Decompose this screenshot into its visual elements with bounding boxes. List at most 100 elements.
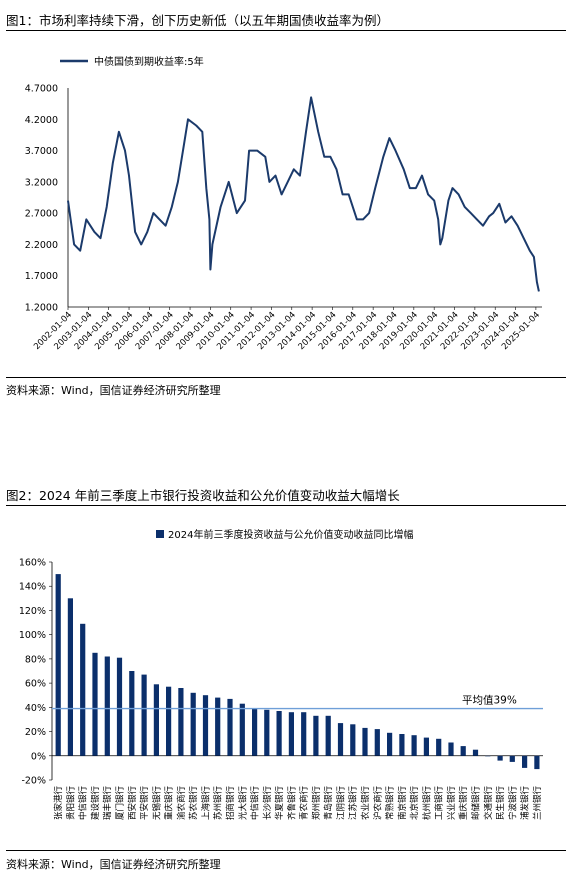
average-label: 平均值39% xyxy=(462,694,517,707)
bar-34 xyxy=(460,746,466,756)
bar-17 xyxy=(252,708,258,756)
category-label: 常熟银行 xyxy=(385,786,396,821)
category-label: 青农商行 xyxy=(299,786,310,821)
y-tick-label: 3.7000 xyxy=(25,146,58,157)
category-label: 重庆银行 xyxy=(164,786,175,821)
bar-8 xyxy=(141,674,147,756)
category-label: 光大银行 xyxy=(237,786,248,821)
bar-5 xyxy=(104,656,110,756)
bar-20 xyxy=(288,712,294,756)
figure2-title: 图2：2024 年前三季度上市银行投资收益和公允价值变动收益大幅增长 xyxy=(6,488,400,503)
figure2-source: 资料来源：Wind，国信证券经济研究所整理 xyxy=(6,858,221,871)
category-label: 郑州银行 xyxy=(311,786,322,821)
category-label: 苏州银行 xyxy=(213,786,224,821)
y-tick-label: 60% xyxy=(25,679,46,690)
category-label: 苏农银行 xyxy=(188,786,199,821)
bar-26 xyxy=(362,727,368,756)
bar-24 xyxy=(337,723,344,756)
y-tick-label: 120% xyxy=(19,606,46,617)
category-label: 兰州银行 xyxy=(532,786,543,821)
bar-7 xyxy=(129,671,135,756)
category-label: 民生银行 xyxy=(495,786,506,821)
category-label: 中信银行 xyxy=(250,786,261,821)
category-label: 北京银行 xyxy=(409,786,420,821)
bar-12 xyxy=(190,692,196,756)
category-label: 齐鲁银行 xyxy=(286,786,297,821)
category-label: 农业银行 xyxy=(360,786,371,821)
bar-21 xyxy=(301,712,307,756)
category-label: 兴业银行 xyxy=(446,786,457,821)
bar-19 xyxy=(276,711,282,756)
y-tick-label: 20% xyxy=(25,727,46,738)
figure1-title: 图1：市场利率持续下滑，创下历史新低（以五年期国债收益率为例） xyxy=(6,13,389,28)
category-label: 沪农商行 xyxy=(372,786,383,821)
bar-4 xyxy=(92,652,98,756)
bar-6 xyxy=(116,657,123,756)
y-tick-label: 2.2000 xyxy=(25,240,58,251)
bar-16 xyxy=(239,703,245,756)
bar-35 xyxy=(472,749,479,756)
legend-label: 2024年前三季度投资收益与公允价值变动收益同比增幅 xyxy=(168,528,413,541)
bar-13 xyxy=(202,695,209,756)
category-label: 江阴银行 xyxy=(335,786,346,821)
series-line-5y-yield xyxy=(67,96,540,292)
category-label: 杭州银行 xyxy=(421,786,432,821)
y-tick-label: 2.7000 xyxy=(25,209,58,220)
bar-33 xyxy=(448,742,454,756)
y-tick-label: -20% xyxy=(21,776,46,787)
category-label: 浦发银行 xyxy=(520,786,531,821)
category-label: 上海银行 xyxy=(200,786,211,821)
category-label: 渝农商行 xyxy=(176,786,187,821)
category-label: 华夏银行 xyxy=(274,786,285,821)
category-label: 工商银行 xyxy=(434,786,445,821)
y-tick-label: 160% xyxy=(19,558,46,569)
category-label: 青岛银行 xyxy=(323,786,334,821)
bar-32 xyxy=(436,738,442,756)
figure2-top-rule xyxy=(6,505,566,506)
yield-line-chart: 中债国债到期收益率:5年 4.7000 4.2000 3.7000 3.2000 2.70… xyxy=(25,55,542,352)
bar-22 xyxy=(313,715,319,756)
bar-23 xyxy=(325,715,331,756)
bar-28 xyxy=(387,732,393,756)
category-label: 宁波银行 xyxy=(507,786,518,821)
bar-11 xyxy=(178,688,184,756)
category-label: 厦门银行 xyxy=(115,786,126,821)
figure1-top-rule xyxy=(6,30,566,31)
category-label: 中信银行 xyxy=(78,786,89,821)
category-label: 建设银行 xyxy=(90,786,101,821)
y-tick-label: 0% xyxy=(31,751,46,762)
figure2-bottom-rule xyxy=(6,850,566,851)
y-tick-label: 1.2000 xyxy=(25,303,58,314)
category-label: 江苏银行 xyxy=(348,786,359,821)
y-tick-label: 3.2000 xyxy=(25,177,58,188)
bar-9 xyxy=(153,684,159,756)
bar-10 xyxy=(166,686,172,756)
legend-label: 中债国债到期收益率:5年 xyxy=(94,55,204,68)
y-tick-label: 1.7000 xyxy=(25,271,58,282)
bar-15 xyxy=(227,698,233,756)
bar-30 xyxy=(411,735,417,756)
category-label: 张家港行 xyxy=(53,786,64,821)
bar-14 xyxy=(215,697,221,756)
bar-27 xyxy=(374,729,380,756)
y-tick-label: 80% xyxy=(25,654,46,665)
y-tick-label: 100% xyxy=(19,630,46,641)
figure1-source: 资料来源：Wind，国信证券经济研究所整理 xyxy=(6,384,221,397)
bar-36 xyxy=(485,755,491,757)
y-tick-label: 4.2000 xyxy=(25,115,58,126)
y-tick-label: 40% xyxy=(25,703,46,714)
bar-3 xyxy=(80,623,86,756)
bank-income-bar-chart: 2024年前三季度投资收益与公允价值变动收益同比增幅 160% 140% 120% 10… xyxy=(19,528,543,821)
bar-2 xyxy=(67,598,73,756)
category-label: 平安银行 xyxy=(139,786,150,821)
y-tick-label: 140% xyxy=(19,582,46,593)
bar-37 xyxy=(497,755,503,761)
bar-31 xyxy=(423,737,429,756)
category-label: 瑞丰银行 xyxy=(102,786,113,821)
category-label: 重庆银行 xyxy=(458,786,469,821)
bar-40 xyxy=(534,755,540,770)
category-label: 无锡银行 xyxy=(151,786,162,821)
bar-25 xyxy=(350,724,356,756)
category-label: 交通银行 xyxy=(483,786,494,821)
bar-38 xyxy=(509,755,515,762)
